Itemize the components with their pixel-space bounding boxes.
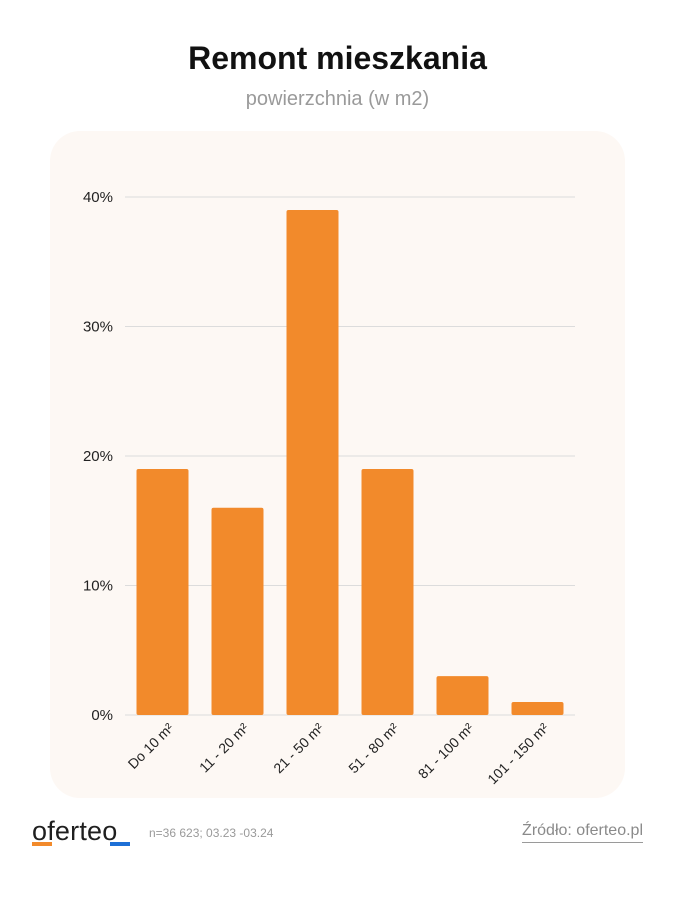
x-tick-label: 51 - 80 m² xyxy=(345,720,402,777)
logo-underline-blue xyxy=(110,842,130,846)
y-tick-label: 20% xyxy=(83,448,113,465)
bar xyxy=(136,468,189,715)
y-tick-label: 30% xyxy=(83,319,113,336)
x-tick-label: 81 - 100 m² xyxy=(415,720,477,782)
bar xyxy=(511,702,564,715)
bar xyxy=(436,676,489,715)
chart-subtitle: powierzchnia (w m2) xyxy=(245,88,430,110)
y-tick-label: 10% xyxy=(83,578,113,595)
logo-underline-orange xyxy=(32,842,52,846)
bar xyxy=(286,209,339,715)
x-tick-label: 11 - 20 m² xyxy=(196,720,252,776)
source-link[interactable]: Źródło: oferteo.pl xyxy=(522,822,643,843)
sample-note: n=36 623; 03.23 -03.24 xyxy=(149,826,274,840)
bar xyxy=(361,468,414,715)
x-tick-label: 101 - 150 m² xyxy=(484,720,552,788)
y-tick-label: 40% xyxy=(83,189,113,206)
chart-title: Remont mieszkania xyxy=(188,40,487,76)
x-tick-label: 21 - 50 m² xyxy=(270,720,327,777)
bar xyxy=(211,507,264,715)
y-tick-label: 0% xyxy=(91,707,113,724)
oferteo-logo: oferteo xyxy=(32,816,118,846)
x-tick-label: Do 10 m² xyxy=(125,720,177,772)
